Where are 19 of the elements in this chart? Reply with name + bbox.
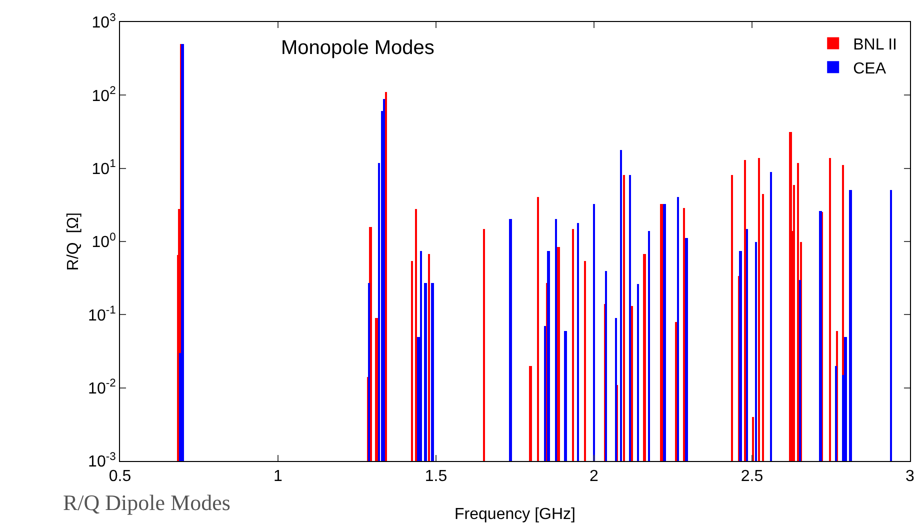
y-tick-label: 10$^{-2}$ [88, 378, 116, 398]
y-tick-label: 10$^{3}$ [92, 12, 116, 32]
x-tick-label: 2.5 [740, 468, 764, 486]
y-tick-label: 10$^{-3}$ [88, 450, 116, 471]
y-tick-label: 10$^{1}$ [92, 158, 116, 178]
y-tick-label: 10$^{-1}$ [88, 304, 116, 324]
x-tick-label: 1 [274, 468, 283, 486]
legend-label: CEA [853, 60, 886, 78]
x-tick-label: 2 [590, 468, 599, 486]
annotation: Monopole Modes [281, 37, 434, 59]
y-tick-label: 10$^{2}$ [92, 85, 116, 105]
x-axis-title: Frequency [GHz] [454, 506, 576, 523]
legend-label: BNL II [853, 36, 897, 54]
x-tick-label: 1.5 [424, 468, 448, 486]
text: R/Q Dipole Modes [63, 490, 230, 515]
x-tick-label: 3 [906, 468, 915, 486]
y-axis-title: R/Q [Ω] [65, 212, 82, 271]
y-tick-label: 10$^{0}$ [92, 231, 116, 252]
x-tick-label: 0.5 [108, 468, 132, 486]
